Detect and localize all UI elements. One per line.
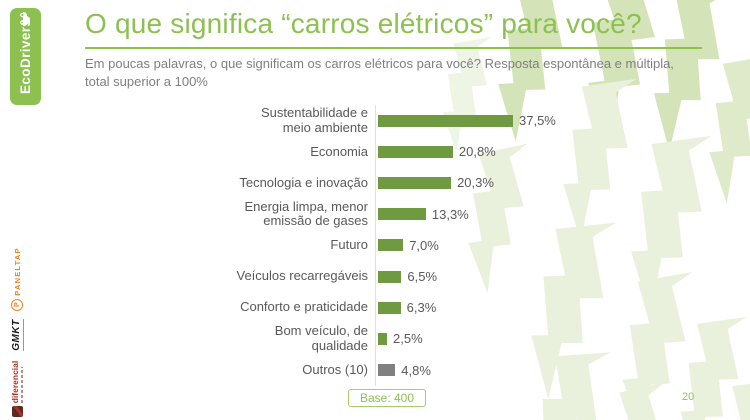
ecodrivers-logo-label: EcoDrivers (18, 18, 33, 95)
diferencial-icon (11, 406, 23, 418)
base-badge: Base: 400 (348, 389, 426, 407)
bar-zone: 6,3% (375, 292, 720, 324)
value-label: 6,5% (407, 269, 438, 285)
car-icon (20, 12, 30, 27)
bar-zone: 6,5% (375, 260, 720, 293)
chart-row: Conforto e praticidade 6,3% (200, 292, 720, 324)
value-label: 6,3% (406, 300, 437, 316)
value-label: 20,3% (457, 175, 494, 191)
category-label: Tecnologia e inovação (239, 174, 368, 190)
bar (378, 145, 453, 158)
bar (378, 176, 452, 189)
chart-row: Energia limpa, menor emissão de gases 13… (200, 198, 720, 230)
subtitle: Em poucas palavras, o que significam os … (85, 56, 674, 90)
bar-zone: 13,3% (375, 198, 720, 230)
bar (378, 270, 402, 283)
gmkt-logo: GMKT (8, 318, 26, 352)
bar-zone: 2,5% (375, 323, 720, 355)
bar-zone: 20,8% (375, 136, 720, 168)
value-label: 13,3% (431, 206, 469, 222)
value-label: 20,8% (458, 144, 496, 160)
paneltap-logo-label: PANELTAP (12, 247, 22, 296)
chart-row: Outros (10) 4,8% (200, 354, 720, 386)
title-underline (85, 47, 702, 49)
category-label: Outros (10) (302, 361, 368, 377)
gmkt-logo-label: GMKT (10, 319, 24, 351)
bar-zone: 4,8% (375, 354, 720, 386)
category-label: Bom veículo, de qualidade (274, 323, 368, 353)
chart-rows: Sustentabilidade e meio ambiente 37,5% E… (200, 105, 720, 386)
category-label: Conforto e praticidade (240, 299, 368, 315)
ecodrivers-logo: EcoDrivers (10, 8, 41, 105)
chart-row: Futuro 7,0% (200, 229, 720, 261)
chart-row: Sustentabilidade e meio ambiente 37,5% (200, 105, 720, 137)
bar (378, 332, 387, 345)
bar (378, 208, 426, 221)
chart-row: Tecnologia e inovação 20,3% (200, 167, 720, 199)
bar-zone: 37,5% (375, 105, 720, 137)
category-label: Sustentabilidade e meio ambiente (261, 105, 368, 135)
bar (378, 239, 404, 252)
bar-chart: Sustentabilidade e meio ambiente 37,5% E… (200, 105, 720, 386)
paneltap-p-icon: P (11, 298, 23, 311)
bar-zone: 7,0% (375, 229, 720, 261)
bar-zone: 20,3% (375, 167, 720, 199)
diferencial-logo-label: diferencial (10, 360, 21, 404)
value-label: 4,8% (401, 362, 431, 378)
chart-row: Bom veículo, de qualidade 2,5% (200, 323, 720, 355)
page-number: 20 (682, 391, 695, 403)
diferencial-tagline-decoration (20, 367, 23, 404)
category-label: Veículos recarregáveis (236, 268, 368, 284)
chart-row: Veículos recarregáveis 6,5% (200, 260, 720, 293)
bar (378, 301, 401, 314)
value-label: 2,5% (393, 331, 423, 347)
diferencial-logo: diferencial (7, 360, 27, 418)
paneltap-logo: P PANELTAP (8, 246, 26, 312)
bar (378, 114, 513, 127)
value-label: 37,5% (519, 113, 556, 129)
category-label: Energia limpa, menor emissão de gases (244, 198, 368, 229)
page-title: O que significa “carros elétricos” para … (85, 8, 642, 39)
value-label: 7,0% (409, 237, 439, 253)
bar (378, 364, 396, 377)
category-label: Futuro (330, 237, 368, 253)
category-label: Economia (310, 143, 368, 159)
chart-row: Economia 20,8% (200, 136, 720, 168)
